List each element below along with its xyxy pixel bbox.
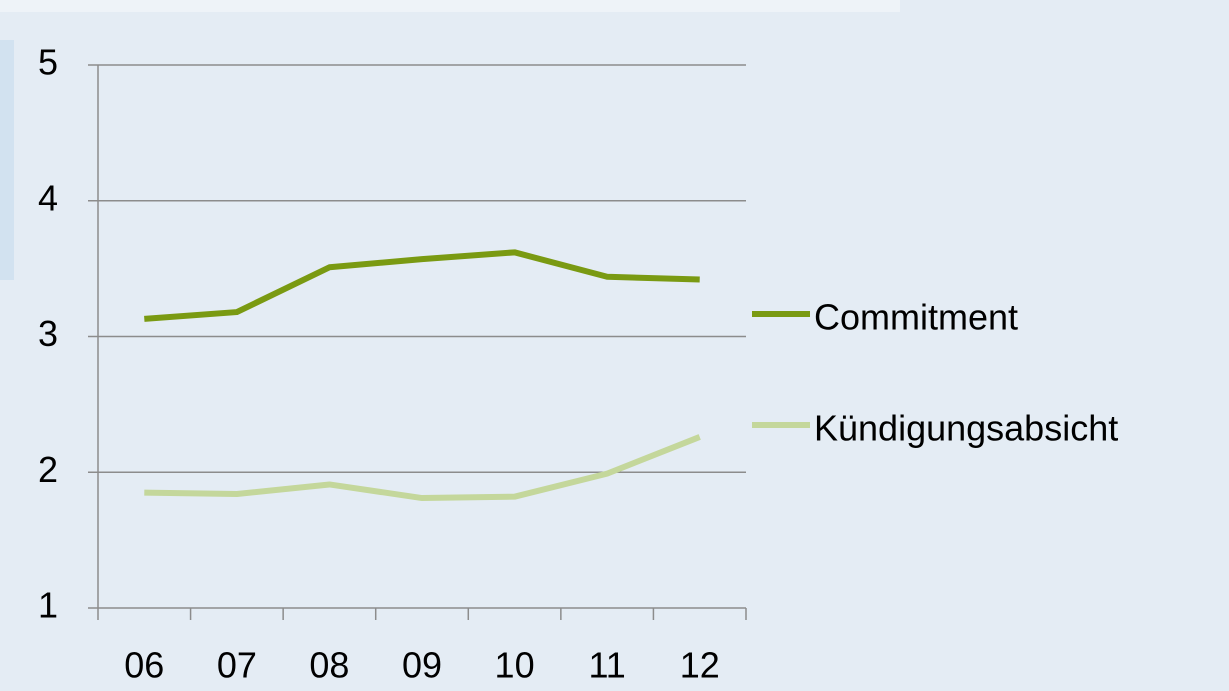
y-tick-label: 1 xyxy=(38,585,58,626)
y-tick-label: 4 xyxy=(38,177,58,218)
y-tick-label: 5 xyxy=(38,42,58,83)
x-tick-label: 08 xyxy=(309,645,349,686)
top-band xyxy=(0,0,900,12)
x-tick-label: 10 xyxy=(495,645,535,686)
left-decoration xyxy=(0,40,14,280)
series-line xyxy=(144,434,701,502)
x-tick-label: 09 xyxy=(402,645,442,686)
x-tick-label: 12 xyxy=(680,645,720,686)
y-tick-label: 2 xyxy=(38,449,58,490)
legend-label: Kündigungsabsicht xyxy=(814,408,1118,449)
legend-label: Commitment xyxy=(814,297,1018,338)
x-tick-label: 11 xyxy=(588,645,625,686)
x-tick-label: 07 xyxy=(217,645,257,686)
y-tick-label: 3 xyxy=(38,313,58,354)
x-tick-label: 06 xyxy=(124,645,164,686)
series-line xyxy=(144,249,700,322)
